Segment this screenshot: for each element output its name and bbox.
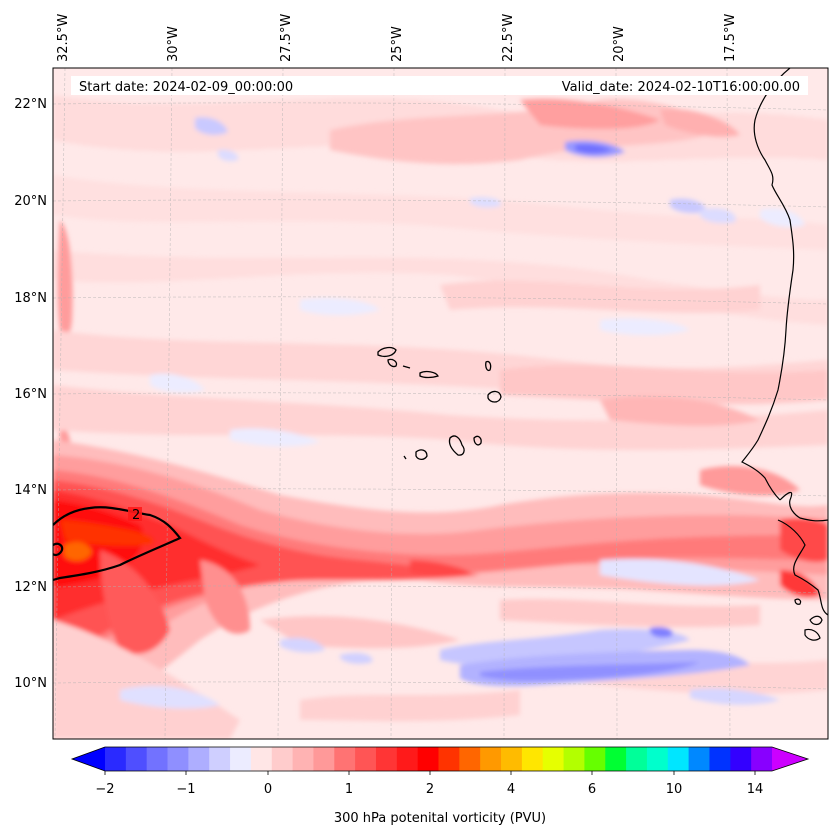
latitude-label: 16°N <box>14 387 47 402</box>
colorbar-segment <box>355 747 377 771</box>
colorbar-outline <box>70 746 810 772</box>
longitude-labels: 32.5°W 30°W 27.5°W 25°W 22.5°W 20°W 17.5°W <box>56 14 738 62</box>
colorbar-segment <box>459 747 481 771</box>
colorbar-segment <box>563 747 585 771</box>
colorbar-tick-label: 1 <box>345 782 353 797</box>
colorbar-segment <box>521 747 544 771</box>
colorbar-segment <box>230 747 252 771</box>
colorbar-segment <box>501 747 523 771</box>
latitude-label: 18°N <box>14 291 47 306</box>
longitude-label: 30°W <box>166 26 181 62</box>
colorbar-ticks: −2 −1 0 1 2 4 6 10 14 <box>95 771 763 797</box>
colorbar <box>70 746 810 772</box>
latitude-label: 22°N <box>14 97 47 112</box>
colorbar-segment <box>688 747 710 771</box>
longitude-label: 32.5°W <box>56 14 71 62</box>
latitude-label: 20°N <box>14 194 47 209</box>
colorbar-segment <box>375 747 398 771</box>
latitude-label: 10°N <box>14 676 47 691</box>
colorbar-segment <box>313 747 335 771</box>
colorbar-segment <box>125 747 148 771</box>
contour-label: 2 <box>132 508 140 523</box>
coastline <box>741 68 828 641</box>
colorbar-segment <box>751 747 773 771</box>
longitude-label: 27.5°W <box>279 14 294 62</box>
colorbar-segment <box>417 747 439 771</box>
colorbar-segment <box>396 747 419 771</box>
colorbar-segment <box>626 747 648 771</box>
start-date-label: Start date: 2024-02-09_00:00:00 <box>79 80 293 95</box>
colorbar-segment <box>146 747 169 771</box>
longitude-label: 17.5°W <box>723 14 738 62</box>
colorbar-segment <box>709 747 731 771</box>
colorbar-segment <box>584 747 606 771</box>
colorbar-segment <box>730 747 752 771</box>
colorbar-tick-label: 2 <box>426 782 434 797</box>
colorbar-segment <box>105 747 127 771</box>
colorbar-tick-label: 10 <box>666 782 683 797</box>
colorbar-segment <box>646 747 669 771</box>
header-box <box>71 76 808 95</box>
longitude-label: 20°W <box>612 26 627 62</box>
colorbar-tick-label: −2 <box>95 782 114 797</box>
colorbar-tick-label: −1 <box>176 782 195 797</box>
colorbar-extend-max <box>772 747 808 771</box>
colorbar-segment <box>167 747 189 771</box>
longitude-label: 22.5°W <box>501 14 516 62</box>
colorbar-segment <box>188 747 210 771</box>
colorbar-tick-label: 0 <box>264 782 272 797</box>
colorbar-tick-label: 6 <box>588 782 596 797</box>
colorbar-segment <box>250 747 273 771</box>
graticule <box>53 68 828 739</box>
colorbar-segment <box>542 747 565 771</box>
map-frame <box>52 67 829 740</box>
longitude-label: 25°W <box>390 26 405 62</box>
latitude-label: 14°N <box>14 483 47 498</box>
colorbar-segment <box>292 747 314 771</box>
colorbar-segment <box>480 747 502 771</box>
cape-verde-islands <box>377 346 502 461</box>
pv-2-contour <box>53 506 182 582</box>
latitude-label: 12°N <box>14 580 47 595</box>
colorbar-segment <box>334 747 356 771</box>
pv-2-contour-secondary <box>53 542 64 557</box>
pv-contour-fill <box>53 95 828 739</box>
colorbar-tick-label: 4 <box>507 782 515 797</box>
colorbar-segment <box>438 747 460 771</box>
latitude-labels: 22°N 20°N 18°N 16°N 14°N 12°N 10°N <box>14 97 47 691</box>
colorbar-extend-min <box>72 747 105 771</box>
valid-date-label: Valid_date: 2024-02-10T16:00:00.00 <box>562 80 800 95</box>
map-panel: 2 <box>53 68 828 739</box>
colorbar-segment <box>667 747 690 771</box>
colorbar-segment <box>209 747 231 771</box>
colorbar-tick-label: 14 <box>747 782 764 797</box>
colorbar-title: 300 hPa potenital vorticity (PVU) <box>334 811 546 826</box>
colorbar-segment <box>271 747 294 771</box>
colorbar-segment <box>605 747 627 771</box>
